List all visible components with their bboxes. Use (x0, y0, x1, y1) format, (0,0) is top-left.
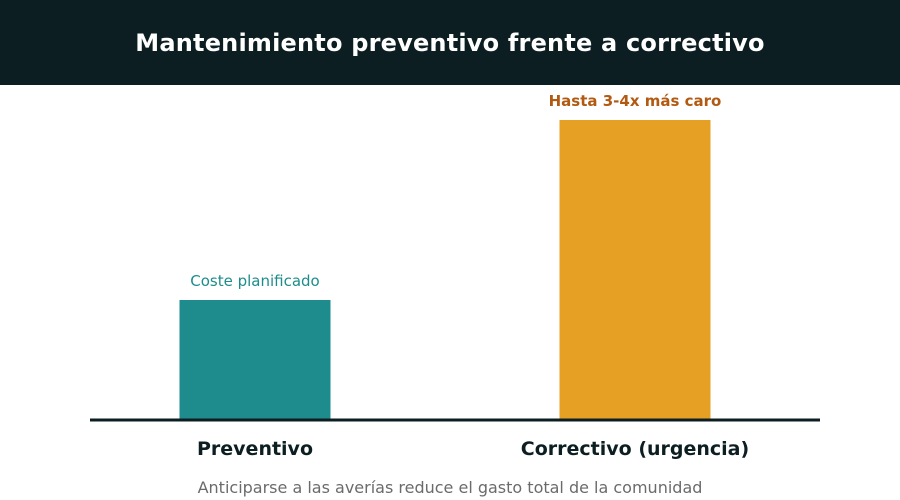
bar-value-label-0: Coste planificado (190, 272, 320, 290)
category-label-1: Correctivo (urgencia) (521, 438, 749, 460)
chart-header: Mantenimiento preventivo frente a correc… (0, 0, 900, 85)
bar-0 (179, 300, 331, 420)
chart-title: Mantenimiento preventivo frente a correc… (135, 28, 765, 57)
category-label-0: Preventivo (197, 438, 313, 460)
chart-caption: Anticiparse a las averías reduce el gast… (197, 478, 703, 497)
bar-value-label-1: Hasta 3-4x más caro (549, 92, 722, 110)
bar-1 (559, 120, 711, 420)
